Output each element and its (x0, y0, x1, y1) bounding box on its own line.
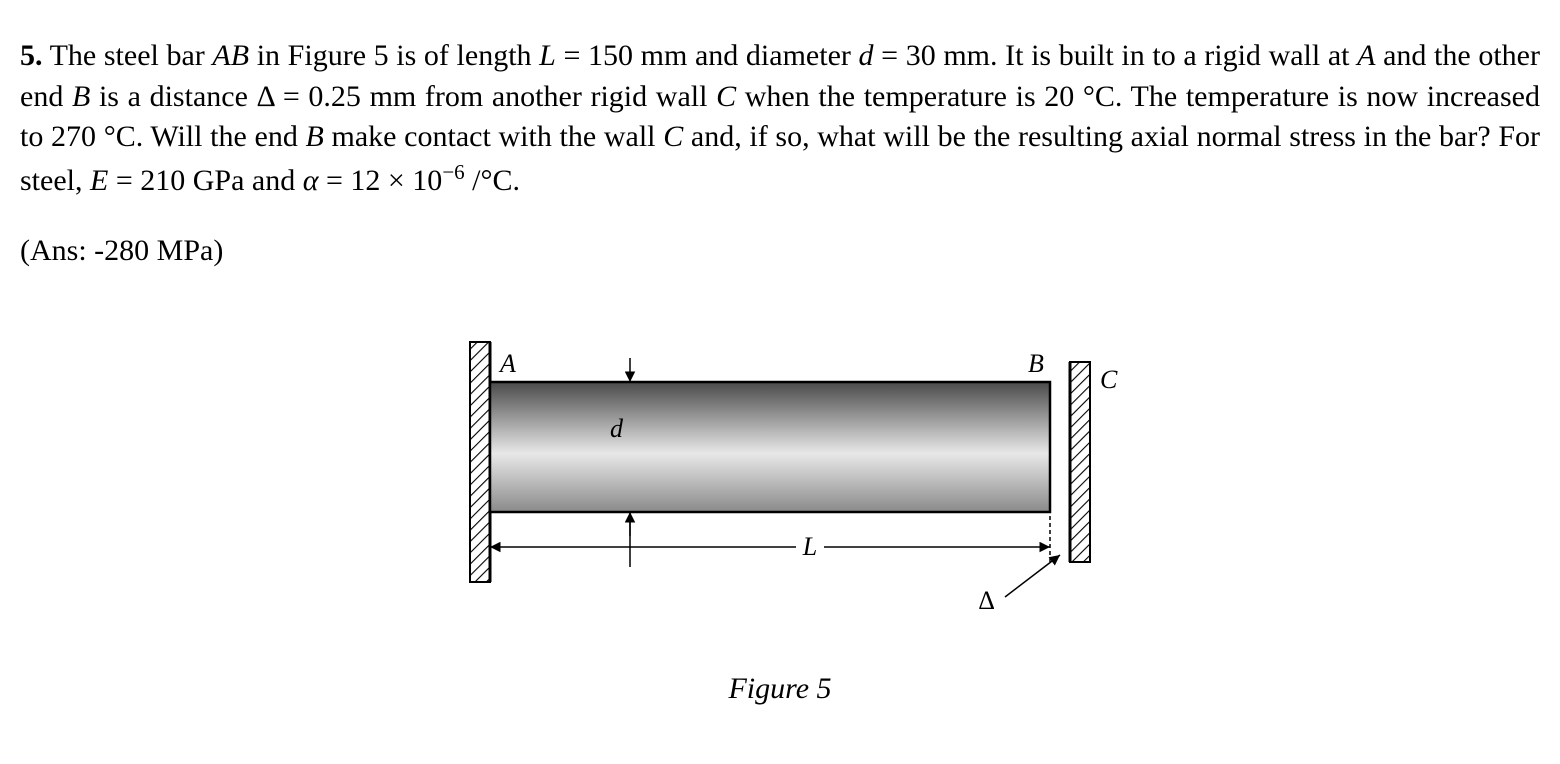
svg-text:A: A (498, 349, 516, 378)
figure-caption: Figure 5 (728, 672, 831, 706)
problem-answer: (Ans: -280 MPa) (20, 231, 1540, 272)
figure-svg: A B Cd L Δ (430, 332, 1130, 652)
problem-body: The steel bar AB in Figure 5 is of lengt… (20, 39, 1540, 197)
svg-text:C: C (1100, 365, 1118, 394)
figure-container: A B Cd L Δ Figure 5 (20, 332, 1540, 706)
svg-text:d: d (610, 414, 624, 443)
problem-statement: 5. The steel bar AB in Figure 5 is of le… (20, 36, 1540, 201)
svg-text:L: L (802, 532, 817, 561)
svg-text:Δ: Δ (978, 586, 995, 615)
svg-text:B: B (1028, 349, 1044, 378)
problem-number: 5. (20, 39, 43, 72)
